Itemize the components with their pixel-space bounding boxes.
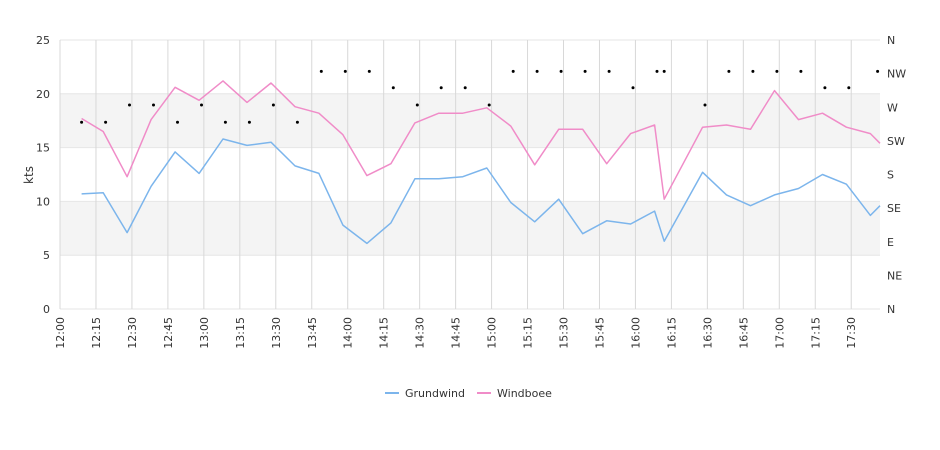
y-tick-label: 15 <box>36 142 50 155</box>
x-tick-label: 17:15 <box>809 317 822 349</box>
right-tick-label: E <box>887 236 894 249</box>
shaded-band-1 <box>60 93 880 148</box>
direction-point <box>876 69 880 73</box>
direction-point <box>247 120 251 124</box>
direction-point <box>511 69 515 73</box>
direction-point <box>367 69 371 73</box>
direction-point <box>463 86 467 90</box>
direction-point <box>152 103 155 107</box>
direction-point <box>415 103 419 107</box>
x-tick-label: 13:30 <box>270 317 283 349</box>
x-tick-label: 16:00 <box>629 317 642 349</box>
direction-point <box>487 103 491 107</box>
direction-point <box>128 103 131 107</box>
direction-point <box>439 86 443 90</box>
right-tick-label: S <box>887 169 894 182</box>
x-tick-label: 17:00 <box>773 317 786 349</box>
x-tick-label: 15:00 <box>486 317 499 349</box>
x-tick-label: 12:30 <box>126 317 139 349</box>
direction-point <box>535 69 539 73</box>
legend-label: Windboee <box>497 387 552 400</box>
direction-point <box>751 69 755 73</box>
direction-point <box>223 120 227 124</box>
x-tick-label: 13:15 <box>234 317 247 349</box>
x-tick-label: 16:15 <box>665 317 678 349</box>
x-tick-label: 15:15 <box>522 317 535 349</box>
x-tick-label: 16:45 <box>737 317 750 349</box>
direction-point <box>775 69 779 73</box>
direction-point <box>655 69 659 73</box>
direction-point <box>200 103 203 107</box>
x-tick-label: 12:45 <box>162 317 175 349</box>
right-tick-label: NW <box>887 68 906 81</box>
direction-point <box>703 103 707 107</box>
x-tick-label: 15:30 <box>558 317 571 349</box>
x-tick-label: 13:45 <box>306 317 319 349</box>
right-tick-label: SW <box>887 135 905 148</box>
right-tick-label: N <box>887 303 895 316</box>
shaded-band-0 <box>60 201 880 256</box>
series-line-grundwind <box>81 138 881 245</box>
direction-point <box>662 69 666 73</box>
direction-point <box>631 86 635 90</box>
right-tick-label: W <box>887 101 898 114</box>
direction-point <box>727 69 731 73</box>
direction-point <box>583 69 587 73</box>
x-tick-label: 17:30 <box>845 317 858 349</box>
direction-point <box>343 69 347 73</box>
right-tick-label: N <box>887 34 895 47</box>
direction-point <box>295 120 299 124</box>
y-tick-label: 5 <box>43 249 50 262</box>
direction-point <box>847 86 851 90</box>
right-tick-label: SE <box>887 202 901 215</box>
legend-item-grundwind[interactable]: Grundwind <box>385 387 465 400</box>
direction-point <box>823 86 827 90</box>
x-tick-label: 14:30 <box>414 317 427 349</box>
legend-item-windboee[interactable]: Windboee <box>477 387 552 400</box>
y-tick-label: 20 <box>36 88 50 101</box>
x-tick-label: 14:00 <box>342 317 355 349</box>
direction-point <box>391 86 395 90</box>
right-tick-label: NE <box>887 269 902 282</box>
direction-point <box>271 103 275 107</box>
x-tick-label: 12:00 <box>54 317 67 349</box>
direction-point <box>799 69 803 73</box>
x-tick-label: 14:45 <box>450 317 463 349</box>
x-tick-label: 16:30 <box>701 317 714 349</box>
direction-point <box>104 120 108 124</box>
direction-point <box>607 69 611 73</box>
x-tick-label: 13:00 <box>198 317 211 349</box>
y-axis-label: kts <box>22 166 36 184</box>
x-tick-label: 15:45 <box>593 317 606 349</box>
y-tick-label: 0 <box>43 303 50 316</box>
direction-point <box>559 69 563 73</box>
direction-point <box>176 120 179 124</box>
direction-point <box>319 69 323 73</box>
x-tick-label: 12:15 <box>90 317 103 349</box>
x-tick-label: 14:15 <box>378 317 391 349</box>
y-tick-label: 10 <box>36 195 50 208</box>
legend-label: Grundwind <box>405 387 465 400</box>
direction-point <box>80 120 84 124</box>
y-tick-label: 25 <box>36 34 50 47</box>
series-line-windboee <box>81 80 881 200</box>
